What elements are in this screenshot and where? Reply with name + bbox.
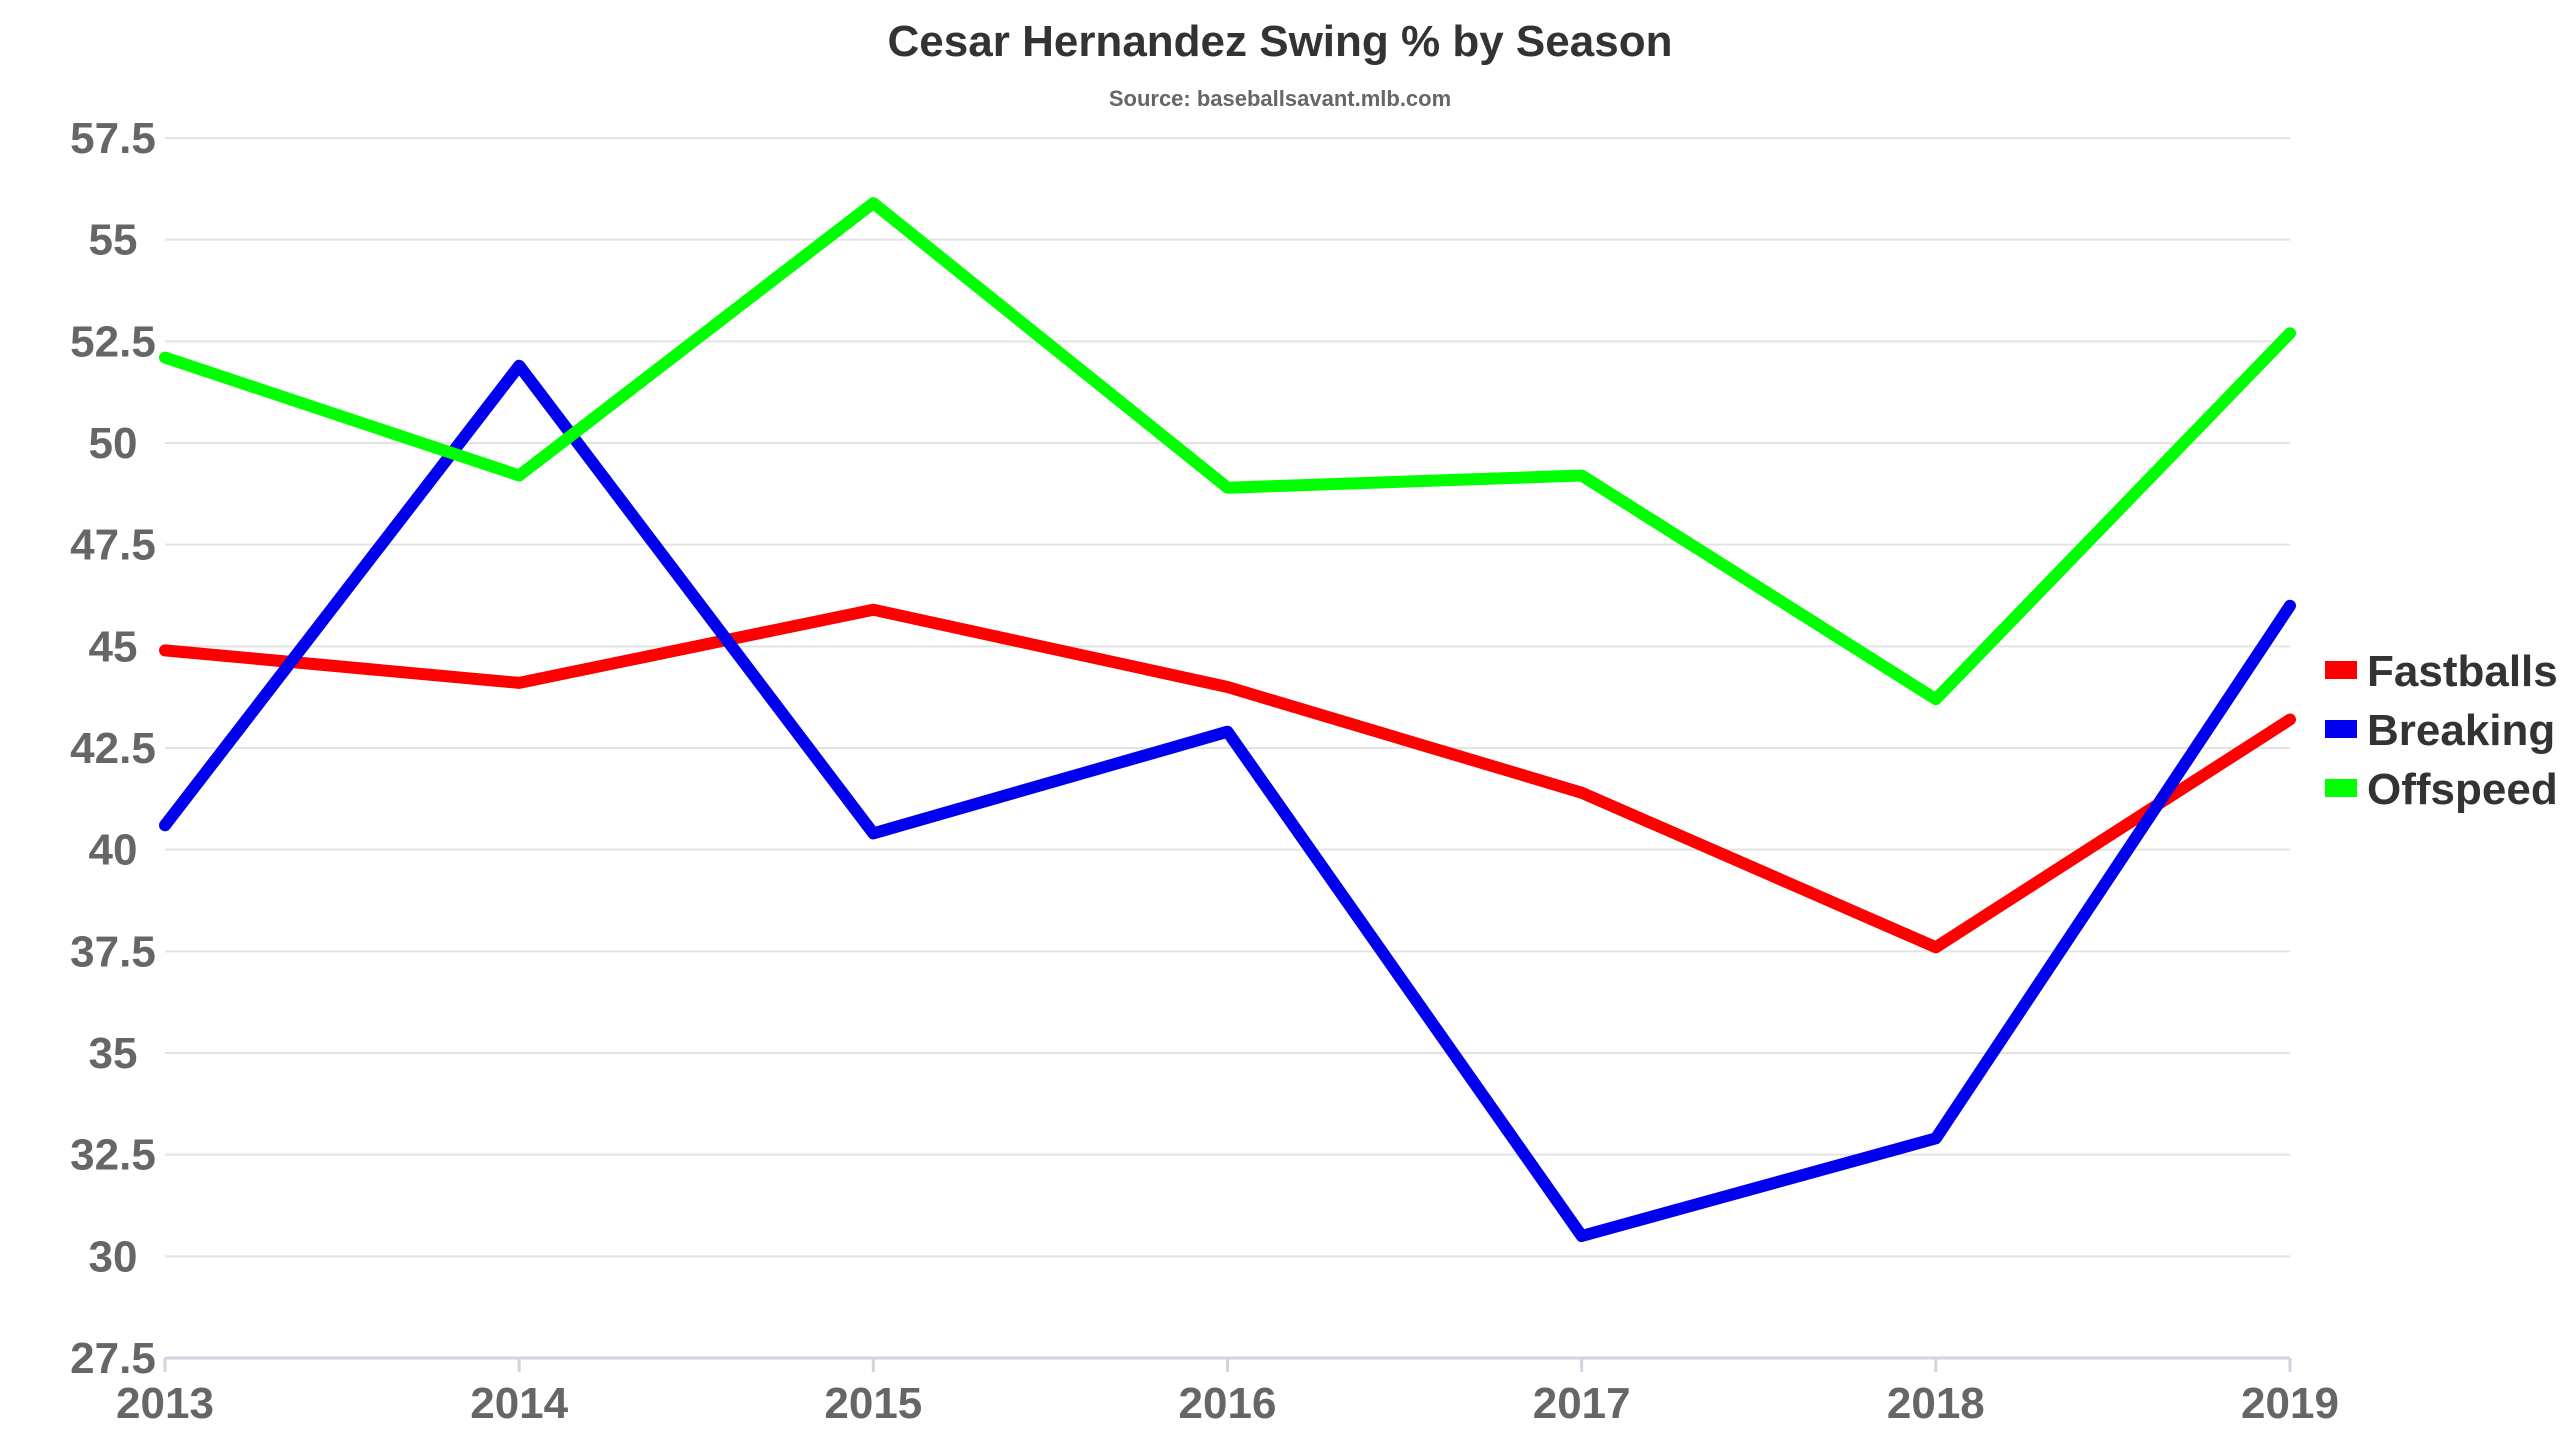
- y-tick-label: 57.5: [70, 114, 156, 163]
- y-tick-label: 32.5: [70, 1131, 156, 1180]
- gridlines: [165, 137, 2290, 1258]
- legend-label: Fastballs: [2367, 647, 2558, 696]
- y-tick-label: 45: [89, 622, 138, 671]
- y-tick-label: 52.5: [70, 317, 156, 366]
- series-line-offspeed: [159, 197, 2296, 706]
- y-tick-label: 30: [89, 1232, 138, 1281]
- legend-swatch: [2325, 661, 2357, 679]
- x-tick-label: 2019: [2241, 1379, 2339, 1428]
- chart-subtitle: Source: baseballsavant.mlb.com: [1109, 86, 1451, 111]
- y-tick-label: 37.5: [70, 927, 156, 976]
- legend-swatch: [2325, 720, 2357, 738]
- legend: Fastballs Breaking Offspeed: [2325, 647, 2558, 814]
- y-tick-label: 47.5: [70, 521, 156, 570]
- x-tick-label: 2016: [1179, 1379, 1277, 1428]
- y-tick-label: 55: [89, 216, 138, 265]
- x-tick-label: 2015: [824, 1379, 922, 1428]
- x-tick-label: 2017: [1533, 1379, 1631, 1428]
- chart-title: Cesar Hernandez Swing % by Season: [888, 17, 1673, 66]
- legend-label: Breaking: [2367, 706, 2555, 755]
- y-tick-label: 50: [89, 419, 138, 468]
- y-tick-label: 27.5: [70, 1334, 156, 1383]
- axes: 27.5 30 32.5 35 37.5 40 42.5 45 47.5 50 52.5 55 57.5…: [70, 114, 2339, 1428]
- legend-swatch: [2325, 779, 2357, 797]
- legend-label: Offspeed: [2367, 765, 2558, 814]
- y-tick-label: 40: [89, 826, 138, 875]
- y-tick-label: 42.5: [70, 724, 156, 773]
- y-tick-label: 35: [89, 1029, 138, 1078]
- series-line-breaking: [159, 359, 2296, 1242]
- series-line-fastballs: [159, 603, 2296, 954]
- x-tick-label: 2013: [116, 1379, 214, 1428]
- x-tick-label: 2018: [1887, 1379, 1985, 1428]
- series-lines: [159, 197, 2296, 1242]
- x-tick-label: 2014: [470, 1379, 568, 1428]
